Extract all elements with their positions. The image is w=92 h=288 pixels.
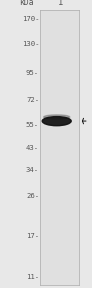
Ellipse shape (44, 115, 70, 119)
Ellipse shape (42, 117, 71, 126)
Text: 1: 1 (57, 0, 63, 7)
Text: kDa: kDa (19, 0, 34, 7)
